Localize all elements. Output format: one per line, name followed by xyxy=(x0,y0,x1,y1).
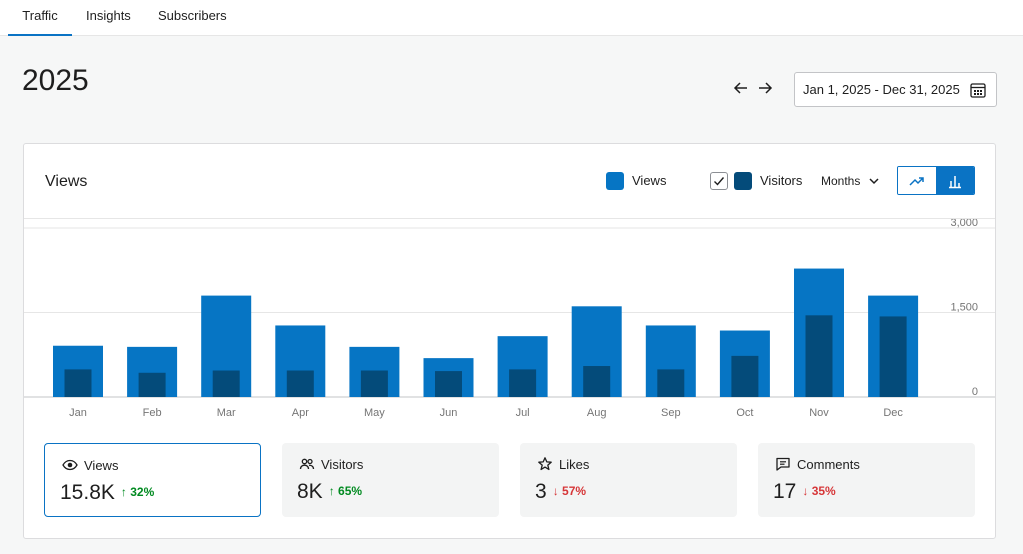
stat-likes-label: Likes xyxy=(559,457,590,472)
x-tick-label: Nov xyxy=(809,407,829,419)
bar-visitors xyxy=(360,370,388,397)
people-icon xyxy=(299,458,315,470)
stat-views-value: 15.8K xyxy=(60,481,115,504)
arrow-right-icon xyxy=(759,82,773,94)
bar-visitors xyxy=(731,355,759,397)
tab-subscribers[interactable]: Subscribers xyxy=(158,8,227,23)
star-icon xyxy=(538,457,552,471)
x-tick-label: Feb xyxy=(143,407,162,419)
stat-visitors-value-row: 8K ↑ 65% xyxy=(297,480,362,504)
date-range-picker[interactable]: Jan 1, 2025 - Dec 31, 2025 xyxy=(794,72,997,107)
bar-chart-button[interactable] xyxy=(936,167,974,194)
stat-comments-delta: ↓ 35% xyxy=(802,484,836,498)
legend-visitors: Visitors xyxy=(710,172,810,190)
x-tick-label: Jul xyxy=(516,407,530,419)
top-tabs: Traffic Insights Subscribers xyxy=(0,0,1023,36)
stat-views[interactable]: Views 15.8K ↑ 32% xyxy=(44,443,261,517)
comment-icon xyxy=(776,457,790,471)
bar-visitors xyxy=(286,370,314,397)
stat-visitors-delta: ↑ 65% xyxy=(328,484,363,498)
stat-visitors-label: Visitors xyxy=(321,457,364,472)
date-range-label: Jan 1, 2025 - Dec 31, 2025 xyxy=(803,82,960,97)
calendar-icon xyxy=(970,83,986,98)
y-tick-label: 0 xyxy=(972,386,978,398)
stat-views-value-row: 15.8K ↑ 32% xyxy=(60,481,154,505)
stat-comments-value-row: 17 ↓ 35% xyxy=(773,480,836,504)
stat-likes-header: Likes xyxy=(537,456,589,472)
period-select-label: Months xyxy=(821,174,861,188)
chevron-down-icon xyxy=(869,178,879,185)
x-tick-label: Jan xyxy=(69,407,87,419)
stat-visitors[interactable]: Visitors 8K ↑ 65% xyxy=(282,443,499,517)
bar-visitors xyxy=(879,316,907,397)
page-title: 2025 xyxy=(22,64,89,97)
trending-up-icon xyxy=(909,177,924,186)
bar-visitors xyxy=(64,369,92,397)
y-tick-label: 3,000 xyxy=(950,219,978,229)
checkmark-icon xyxy=(714,177,725,186)
stats-row: Views 15.8K ↑ 32% Visitors 8K ↑ 65% xyxy=(44,443,976,518)
stat-likes-value-row: 3 ↓ 57% xyxy=(535,480,586,504)
chart-title: Views xyxy=(45,173,88,190)
x-tick-label: Apr xyxy=(292,407,309,419)
tab-traffic[interactable]: Traffic xyxy=(8,0,72,36)
tab-insights[interactable]: Insights xyxy=(86,8,131,23)
x-tick-label: May xyxy=(364,407,385,419)
y-tick-label: 1,500 xyxy=(950,302,978,314)
stat-comments[interactable]: Comments 17 ↓ 35% xyxy=(758,443,975,517)
legend-views: Views xyxy=(606,172,686,190)
legend-views-swatch xyxy=(606,172,624,190)
stat-views-header: Views xyxy=(62,457,118,473)
period-select[interactable]: Months xyxy=(821,174,880,188)
arrow-left-icon xyxy=(733,82,747,94)
bar-visitors xyxy=(435,371,462,397)
x-tick-label: Mar xyxy=(217,407,236,419)
x-tick-label: Oct xyxy=(736,407,753,419)
bar-visitors xyxy=(583,366,611,397)
x-tick-label: Sep xyxy=(661,407,681,419)
stat-likes-value: 3 xyxy=(535,480,547,503)
bar-visitors xyxy=(212,370,240,397)
stat-likes[interactable]: Likes 3 ↓ 57% xyxy=(520,443,737,517)
next-period-button[interactable] xyxy=(755,78,775,98)
stat-likes-delta: ↓ 57% xyxy=(552,484,587,498)
visitors-checkbox[interactable] xyxy=(710,172,728,190)
chart-area: 3,000 1,500 0 Jan Feb Mar Apr May Jun Jul Aug Sep Oc… xyxy=(24,218,995,428)
stat-visitors-value: 8K xyxy=(297,480,323,503)
bar-chart-icon xyxy=(949,176,961,189)
x-tick-label: Aug xyxy=(587,407,607,419)
legend-visitors-swatch xyxy=(734,172,752,190)
stat-comments-value: 17 xyxy=(773,480,797,503)
bar-visitors xyxy=(138,372,166,397)
previous-period-button[interactable] xyxy=(731,78,751,98)
chart-type-toggle xyxy=(897,166,975,195)
x-tick-label: Dec xyxy=(883,407,903,419)
bar-visitors xyxy=(509,369,537,397)
legend-views-label: Views xyxy=(632,173,667,188)
eye-icon xyxy=(62,459,78,471)
views-chart-card: Views Views Visitors Months 3,000 1,500 0 J… xyxy=(23,143,996,539)
stat-views-delta: ↑ 32% xyxy=(120,485,155,499)
bar-visitors xyxy=(657,369,685,397)
stat-comments-header: Comments xyxy=(775,456,860,472)
line-chart-button[interactable] xyxy=(898,167,936,194)
legend-visitors-label: Visitors xyxy=(760,173,803,188)
stat-comments-label: Comments xyxy=(797,457,860,472)
views-bar-chart: 3,000 1,500 0 Jan Feb Mar Apr May Jun Jul Aug Sep Oc… xyxy=(24,219,995,419)
x-tick-label: Jun xyxy=(440,407,458,419)
bar-visitors xyxy=(805,315,833,397)
stat-views-label: Views xyxy=(84,458,119,473)
stat-visitors-header: Visitors xyxy=(299,456,363,472)
